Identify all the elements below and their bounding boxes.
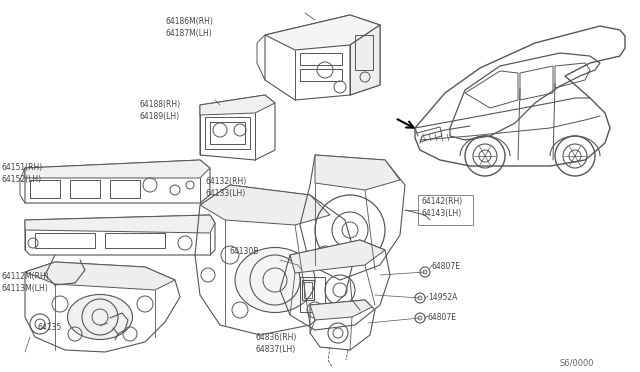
Text: 64186M(RH): 64186M(RH)	[165, 17, 213, 26]
Text: 64807E: 64807E	[432, 262, 461, 271]
Text: 64132(RH): 64132(RH)	[205, 177, 246, 186]
Bar	[302, 280, 314, 300]
Polygon shape	[350, 25, 380, 95]
Text: S6/0000: S6/0000	[560, 358, 595, 367]
Polygon shape	[25, 160, 210, 178]
Text: 64142(RH): 64142(RH)	[422, 197, 463, 206]
Text: 64187M(LH): 64187M(LH)	[165, 29, 212, 38]
Bar	[70, 180, 100, 198]
Text: 64189(LH): 64189(LH)	[140, 112, 180, 121]
Bar	[110, 180, 140, 198]
Text: 64151(RH): 64151(RH)	[2, 163, 44, 172]
Bar	[35, 233, 95, 248]
Text: 64112M(RH): 64112M(RH)	[2, 272, 50, 281]
Bar	[300, 69, 342, 81]
Bar	[418, 195, 473, 225]
Text: 64143(LH): 64143(LH)	[422, 209, 462, 218]
Polygon shape	[265, 15, 380, 50]
Bar	[30, 180, 60, 198]
Ellipse shape	[67, 295, 132, 340]
Bar	[205, 117, 250, 149]
Polygon shape	[25, 215, 215, 233]
Polygon shape	[315, 155, 400, 190]
Text: 64133(LH): 64133(LH)	[205, 189, 245, 198]
Text: 64837(LH): 64837(LH)	[255, 345, 295, 354]
Polygon shape	[200, 185, 330, 225]
Ellipse shape	[235, 247, 315, 312]
Polygon shape	[310, 300, 372, 320]
Bar	[355, 35, 373, 70]
Bar	[210, 122, 245, 144]
Text: 14952A: 14952A	[428, 293, 458, 302]
Text: 64836(RH): 64836(RH)	[255, 333, 296, 342]
Text: 64807E: 64807E	[428, 313, 457, 322]
Polygon shape	[25, 262, 175, 290]
Bar	[300, 277, 325, 312]
Text: 64113M(LH): 64113M(LH)	[2, 284, 49, 293]
Text: 64135: 64135	[38, 323, 62, 332]
Bar	[304, 282, 312, 298]
Text: 64152(LH): 64152(LH)	[2, 175, 42, 184]
Text: 64130B: 64130B	[230, 247, 259, 256]
Text: 64188(RH): 64188(RH)	[140, 100, 181, 109]
Bar	[300, 53, 342, 65]
Polygon shape	[290, 240, 385, 273]
Bar	[105, 233, 165, 248]
Polygon shape	[200, 95, 275, 115]
